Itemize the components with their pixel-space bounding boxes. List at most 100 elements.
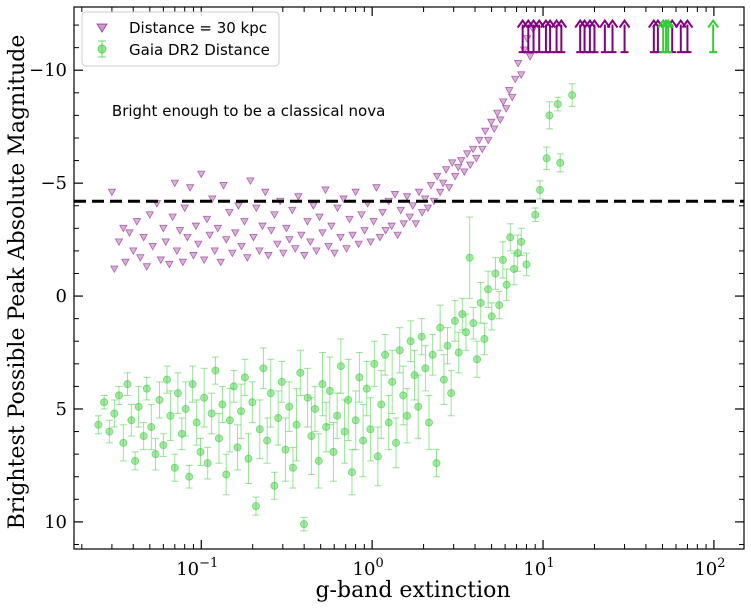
- purple-triangle-point: [267, 227, 276, 235]
- green-circle-point: [531, 210, 540, 219]
- y-tick-label: 5: [56, 399, 67, 420]
- green-circle-point: [318, 380, 327, 389]
- purple-triangle-point: [230, 229, 240, 238]
- purple-triangle-point: [114, 238, 124, 247]
- green-circle-point: [270, 481, 279, 490]
- purple-triangle-point: [504, 87, 514, 95]
- green-circle-point: [296, 368, 305, 377]
- purple-triangle-point: [324, 242, 333, 251]
- purple-triangle-point: [501, 105, 511, 113]
- purple-triangle-point: [258, 222, 267, 231]
- green-circle-point: [506, 233, 515, 242]
- purple-triangle-point: [183, 233, 192, 242]
- purple-triangle-point: [447, 159, 457, 168]
- green-circle-point: [545, 111, 554, 120]
- plot-area: Bright enough to be a classical nova: [74, 18, 744, 532]
- purple-triangle-point: [165, 261, 174, 269]
- green-circle-point: [200, 393, 209, 402]
- purple-triangle-point: [156, 256, 166, 265]
- x-tick-label: 102: [694, 556, 725, 580]
- green-circle-point: [480, 334, 489, 343]
- purple-triangle-point: [381, 227, 390, 235]
- green-circle-point: [292, 420, 301, 429]
- green-circle-point: [522, 260, 531, 269]
- green-circle-point: [218, 400, 227, 409]
- purple-triangle-point: [318, 229, 327, 238]
- purple-triangle-point: [342, 245, 351, 253]
- purple-triangle-point: [378, 209, 387, 217]
- green-circle-point: [274, 414, 283, 423]
- green-circle-point: [100, 398, 109, 407]
- green-circle-point: [173, 389, 182, 398]
- green-circle-point: [155, 395, 164, 404]
- green-circle-point: [307, 432, 316, 441]
- purple-triangle-point: [426, 182, 436, 190]
- upper-limit-arrow-head: [707, 18, 719, 29]
- purple-triangle-point: [285, 236, 294, 244]
- x-tick-label: 100: [353, 556, 384, 580]
- green-circle-point: [134, 402, 143, 411]
- purple-triangle-point: [444, 184, 454, 192]
- green-circle-point: [233, 443, 242, 452]
- green-circle-point: [381, 350, 390, 359]
- purple-triangle-point: [489, 125, 499, 134]
- green-circle-point: [473, 355, 482, 364]
- y-tick-label: −10: [29, 60, 67, 81]
- purple-triangle-point: [246, 177, 255, 186]
- green-circle-point: [542, 154, 551, 163]
- purple-triangle-point: [507, 93, 517, 102]
- green-circle-point: [263, 436, 272, 445]
- purple-triangle-point: [450, 172, 460, 181]
- purple-triangle-point: [145, 211, 155, 219]
- green-circle-point: [447, 389, 456, 398]
- purple-triangle-point: [369, 218, 378, 226]
- green-circle-point: [377, 400, 386, 409]
- y-axis-label: Brightest Possible Peak Absolute Magnitu…: [5, 35, 30, 530]
- legend-label-gaia: Gaia DR2 Distance: [129, 41, 270, 59]
- purple-triangle-point: [480, 127, 490, 136]
- purple-triangle-point: [175, 227, 185, 235]
- y-tick-label: 0: [56, 286, 67, 307]
- green-circle-point: [495, 301, 504, 310]
- purple-triangle-point: [196, 170, 206, 179]
- legend: Distance = 30 kpc Gaia DR2 Distance: [81, 11, 280, 67]
- green-circle-point: [240, 373, 249, 382]
- purple-triangle-point: [228, 249, 237, 258]
- purple-triangle-point: [435, 188, 445, 197]
- green-circle-point: [285, 402, 294, 411]
- purple-triangle-point: [136, 254, 145, 262]
- purple-triangle-point: [161, 238, 171, 247]
- upper-limit-arrow-head: [574, 18, 587, 29]
- green-circle-point: [414, 402, 423, 411]
- purple-triangle-point: [414, 188, 424, 197]
- green-circle-point: [417, 332, 426, 341]
- upper-limit-arrow-head: [522, 18, 535, 29]
- purple-triangle-point: [333, 204, 342, 213]
- green-circle-point: [487, 312, 496, 321]
- green-circle-point: [395, 346, 404, 355]
- purple-triangle-point: [453, 163, 463, 172]
- green-circle-point: [142, 384, 151, 393]
- purple-triangle-point: [128, 247, 138, 256]
- purple-triangle-point: [172, 247, 182, 256]
- purple-triangle-point: [303, 218, 312, 226]
- purple-triangle-point: [315, 213, 324, 222]
- green-circle-point: [384, 418, 393, 427]
- upper-limit-arrow-head: [660, 18, 672, 29]
- purple-triangle-point: [168, 213, 177, 222]
- legend-box: [81, 11, 280, 67]
- upper-limit-arrow-head: [606, 18, 619, 29]
- purple-triangle-point: [139, 233, 148, 242]
- purple-triangle-point: [417, 209, 427, 217]
- green-circle-point: [251, 502, 260, 511]
- green-circle-point: [299, 520, 308, 529]
- green-scatter-layer: [94, 83, 577, 532]
- green-circle-point: [222, 470, 231, 479]
- purple-triangle-point: [390, 191, 400, 199]
- purple-triangle-point: [472, 154, 481, 163]
- purple-triangle-point: [297, 231, 306, 240]
- purple-triangle-point: [261, 188, 270, 197]
- green-circle-point: [94, 420, 103, 429]
- upper-limit-arrows-layer: [516, 18, 719, 54]
- y-tick-label: 10: [44, 512, 67, 533]
